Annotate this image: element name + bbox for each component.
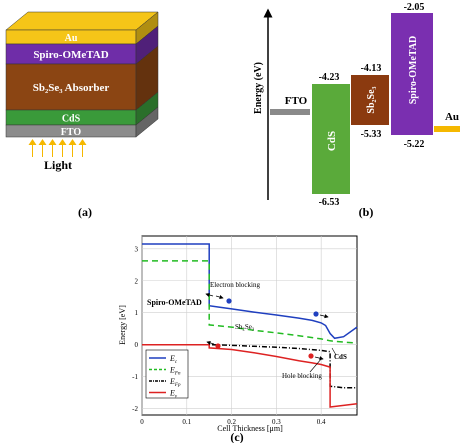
energy-axis-label: Energy (eV): [253, 62, 264, 114]
legend-entry-main: E: [169, 366, 175, 375]
y-tick-label: 0: [135, 341, 139, 349]
light-arrow-icon: [48, 139, 57, 157]
y-ticks: 3 2 1 0 -1 -2: [132, 245, 138, 413]
layer-sb-se-absorber-label: Sb₂Se₃ Absorber: [33, 82, 110, 94]
cds-bottom-value: -6.53: [319, 197, 340, 208]
y-tick-label: -1: [132, 373, 138, 381]
panel-b: Energy (eV) FTO CdS -4.23 -6.53 Sb₂Se₃ -…: [253, 2, 460, 208]
light-arrow-icon: [68, 139, 77, 157]
annotation-cds: CdS: [334, 353, 347, 361]
hole-blocking-pointer: [309, 357, 323, 373]
annotation-electron-blocking: Electron blocking: [210, 281, 260, 289]
layer-fto-label: FTO: [61, 127, 82, 138]
light-label: Light: [44, 158, 72, 172]
x-axis-label: Cell Thickness [μm]: [217, 424, 283, 433]
light-arrow-icon: [28, 139, 37, 157]
fto-level-bar: [270, 109, 310, 115]
cds-block: [312, 84, 350, 194]
cds-top-value: -4.23: [319, 72, 340, 83]
spiro-label: Spiro-OMeTAD: [408, 36, 419, 105]
y-tick-label: 1: [135, 309, 139, 317]
panel-b-caption: (b): [359, 205, 374, 219]
legend-entry-subscript: Fn: [174, 372, 181, 377]
panel-c-caption: (c): [230, 430, 243, 443]
layer-fto-side: [135, 106, 159, 138]
electron-arrow-1: [205, 292, 214, 297]
au-top-face: [5, 11, 159, 31]
y-axis-label: Energy [eV]: [118, 305, 127, 345]
series-lines: [142, 243, 358, 408]
series-line-e-fp: [142, 343, 357, 389]
hole-arrow-1: [206, 340, 215, 345]
layer-cds-label: CdS: [62, 114, 81, 125]
legend-box: [145, 349, 189, 399]
sb2se3-top-value: -4.13: [361, 63, 382, 74]
electron-marker-1: [226, 298, 232, 304]
y-tick-label: 3: [135, 245, 139, 253]
series-line-e-c: [142, 243, 358, 340]
x-tick-label: 0.4: [317, 418, 326, 426]
sb2se3-block: [351, 75, 389, 125]
legend-entry-main: E: [169, 389, 175, 398]
au-level-bar: [434, 126, 460, 132]
light-arrow-icon: [38, 139, 47, 157]
legend-entry-main: E: [169, 354, 175, 363]
sb2se3-label: Sb₂Se₃: [366, 86, 377, 113]
y-tick-label: 2: [135, 277, 139, 285]
light-arrow-icon: [78, 139, 87, 157]
legend-entry-subscript: v: [175, 395, 178, 400]
light-arrow-icon: [58, 139, 67, 157]
panel-c: 0 0.1 0.2 0.3 0.4 3 2 1 0 -1 -2 Cell Thickness [μ…: [118, 235, 358, 433]
legend-entry-label: EFn: [169, 366, 181, 377]
spiro-bottom-value: -5.22: [404, 139, 425, 150]
annotation-hole-blocking: Hole blocking: [282, 372, 322, 380]
cds-label: CdS: [326, 131, 338, 151]
x-tick-label: 0.3: [272, 418, 281, 426]
panel-a-caption: (a): [78, 205, 92, 219]
x-tick-label: 0: [140, 418, 144, 426]
panel-a: Au Spiro-OMeTAD Sb₂Se₃ Absorber CdS FTO Light: [5, 11, 159, 172]
au-label: Au: [445, 111, 459, 123]
electron-marker-2: [313, 311, 319, 317]
legend-entry-main: E: [169, 377, 175, 386]
electron-arrow-2: [319, 314, 329, 319]
legend-entry-subscript: c: [175, 360, 178, 365]
layer-spiro-ometad-label: Spiro-OMeTAD: [33, 49, 108, 61]
x-ticks: 0 0.1 0.2 0.3 0.4: [140, 418, 326, 426]
fto-label: FTO: [285, 95, 308, 107]
y-tick-label: -2: [132, 405, 138, 413]
cds-pointer: [331, 347, 337, 356]
x-tick-label: 0.2: [227, 418, 236, 426]
legend-entry-label: Ec: [169, 354, 178, 365]
spiro-top-value: -2.05: [404, 2, 425, 13]
layer-au-label: Au: [65, 33, 78, 44]
x-tick-label: 0.1: [182, 418, 191, 426]
electron-arrow-1b: [215, 295, 224, 300]
sb2se3-bottom-value: -5.33: [361, 129, 382, 140]
legend-entry-label: EFp: [169, 377, 181, 388]
layer-sb-se-absorber-front: [5, 63, 137, 111]
legend-entry-label: Ev: [169, 389, 178, 400]
legend-entry-subscript: Fp: [174, 383, 181, 388]
annotation-sb2se3: Sb₂Se₃: [235, 323, 255, 331]
hole-marker-2: [308, 353, 314, 359]
hole-marker-1: [215, 343, 221, 349]
spiro-block: [391, 13, 433, 135]
annotation-spiro: Spiro-OMeTAD: [147, 298, 202, 307]
series-line-e-v: [142, 343, 358, 408]
